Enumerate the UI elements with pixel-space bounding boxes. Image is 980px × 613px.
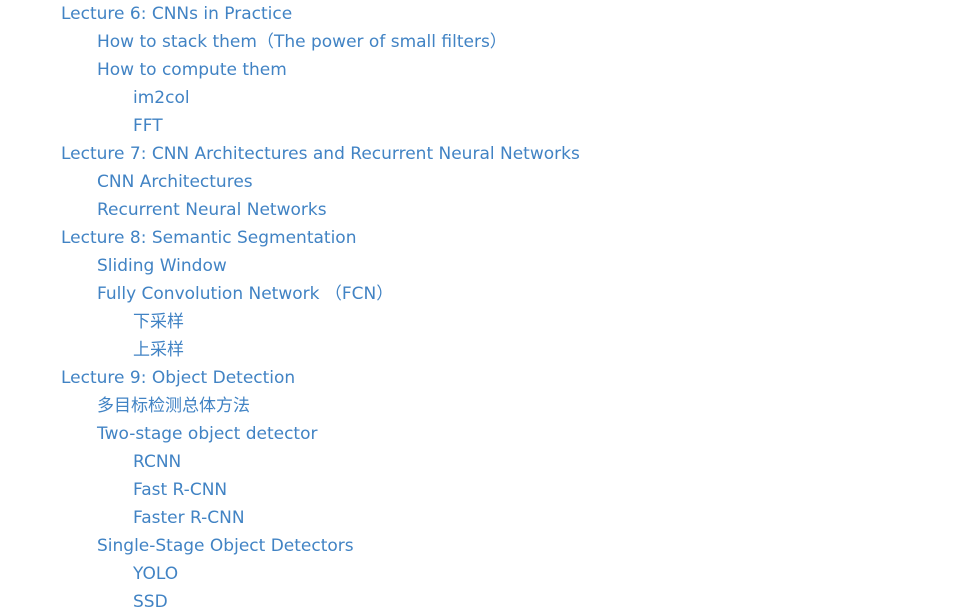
toc-link-im2col[interactable]: im2col: [133, 88, 190, 108]
toc-link-single-stage-detectors[interactable]: Single-Stage Object Detectors: [97, 536, 354, 556]
toc-link-fast-rcnn[interactable]: Fast R-CNN: [133, 480, 228, 500]
toc-link-lecture-9[interactable]: Lecture 9: Object Detection: [61, 368, 296, 388]
toc-link-lecture-8[interactable]: Lecture 8: Semantic Segmentation: [61, 228, 357, 248]
toc-link-sliding-window[interactable]: Sliding Window: [97, 256, 227, 276]
toc-link-multi-object-detection[interactable]: 多目标检测总体方法: [97, 396, 250, 416]
toc-link-downsampling[interactable]: 下采样: [133, 312, 184, 332]
toc-link-how-to-compute-them[interactable]: How to compute them: [97, 60, 287, 80]
toc-link-cnn-architectures[interactable]: CNN Architectures: [97, 172, 253, 192]
toc-link-how-to-stack-them[interactable]: How to stack them（The power of small fil…: [97, 32, 507, 52]
toc-link-ssd[interactable]: SSD: [133, 592, 168, 612]
toc-link-lecture-6[interactable]: Lecture 6: CNNs in Practice: [61, 4, 293, 24]
toc-link-fcn[interactable]: Fully Convolution Network （FCN）: [97, 284, 394, 304]
toc-link-fft[interactable]: FFT: [133, 116, 163, 136]
toc-link-two-stage-detector[interactable]: Two-stage object detector: [97, 424, 318, 444]
toc-link-faster-rcnn[interactable]: Faster R-CNN: [133, 508, 245, 528]
toc-link-yolo[interactable]: YOLO: [133, 564, 179, 584]
toc-link-rcnn[interactable]: RCNN: [133, 452, 182, 472]
toc-link-upsampling[interactable]: 上采样: [133, 340, 184, 360]
toc-link-lecture-7[interactable]: Lecture 7: CNN Architectures and Recurre…: [61, 144, 580, 164]
toc-link-recurrent-neural-networks[interactable]: Recurrent Neural Networks: [97, 200, 327, 220]
